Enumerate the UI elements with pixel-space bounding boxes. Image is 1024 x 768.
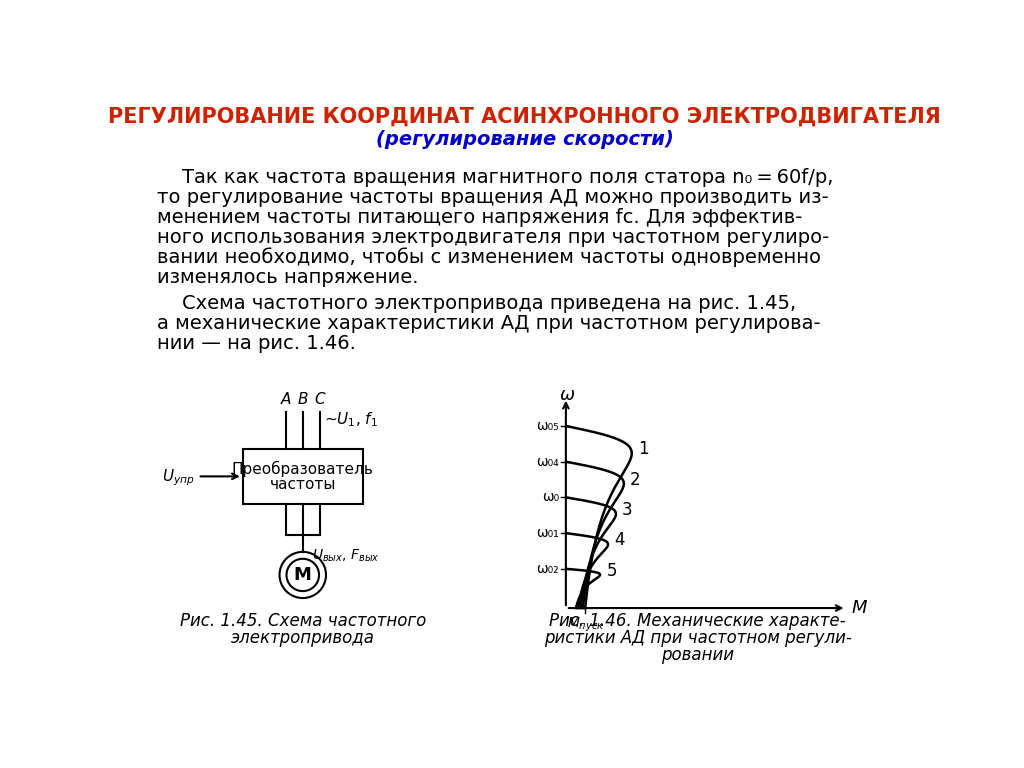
Text: частоты: частоты xyxy=(269,477,336,492)
Text: M: M xyxy=(851,599,866,617)
Text: а механические характеристики АД при частотном регулирова-: а механические характеристики АД при час… xyxy=(158,314,821,333)
Text: вании необходимо, чтобы с изменением частоты одновременно: вании необходимо, чтобы с изменением час… xyxy=(158,248,821,267)
Text: Преобразователь: Преобразователь xyxy=(231,461,374,477)
Text: ристики АД при частотном регули-: ристики АД при частотном регули- xyxy=(544,629,852,647)
Text: ω₀: ω₀ xyxy=(542,491,559,505)
Text: B: B xyxy=(298,392,308,407)
Bar xyxy=(243,449,362,504)
Text: ω₀₄: ω₀₄ xyxy=(537,455,559,468)
Text: $U_{упр}$: $U_{упр}$ xyxy=(162,467,195,488)
Text: 1: 1 xyxy=(638,441,648,458)
Text: ~$U_1$, $f_1$: ~$U_1$, $f_1$ xyxy=(325,410,379,429)
Text: Рис. 1.46. Механические характе-: Рис. 1.46. Механические характе- xyxy=(549,612,846,630)
Text: изменялось напряжение.: изменялось напряжение. xyxy=(158,268,419,286)
Text: $M_{пуск}$: $M_{пуск}$ xyxy=(566,616,604,634)
Text: 4: 4 xyxy=(614,531,625,549)
Text: Схема частотного электропривода приведена на рис. 1.45,: Схема частотного электропривода приведен… xyxy=(158,294,797,313)
Text: менением частоты питающего напряжения fс. Для эффектив-: менением частоты питающего напряжения fс… xyxy=(158,207,803,227)
Text: М: М xyxy=(294,566,311,584)
Text: ω₀₂: ω₀₂ xyxy=(537,561,559,576)
Text: A: A xyxy=(281,392,291,407)
Text: 2: 2 xyxy=(630,471,641,488)
Circle shape xyxy=(287,559,319,591)
Text: ровании: ровании xyxy=(662,646,734,664)
Text: электропривода: электропривода xyxy=(230,629,375,647)
Text: ного использования электродвигателя при частотном регулиро-: ного использования электродвигателя при … xyxy=(158,227,829,247)
Text: 3: 3 xyxy=(623,502,633,519)
Text: то регулирование частоты вращения АД можно производить из-: то регулирование частоты вращения АД мож… xyxy=(158,187,829,207)
Text: 5: 5 xyxy=(606,562,616,580)
Text: Рис. 1.45. Схема частотного: Рис. 1.45. Схема частотного xyxy=(179,612,426,630)
Text: нии — на рис. 1.46.: нии — на рис. 1.46. xyxy=(158,334,356,353)
Text: РЕГУЛИРОВАНИЕ КООРДИНАТ АСИНХРОННОГО ЭЛЕКТРОДВИГАТЕЛЯ: РЕГУЛИРОВАНИЕ КООРДИНАТ АСИНХРОННОГО ЭЛЕ… xyxy=(109,107,941,127)
Text: C: C xyxy=(314,392,326,407)
Text: ω₀₅: ω₀₅ xyxy=(537,419,559,433)
Text: Так как частота вращения магнитного поля статора n₀ = 60f/p,: Так как частота вращения магнитного поля… xyxy=(158,167,834,187)
Text: ω₀₁: ω₀₁ xyxy=(537,526,559,540)
Text: $U_{вых}$, $F_{вых}$: $U_{вых}$, $F_{вых}$ xyxy=(312,548,380,564)
Text: (регулирование скорости): (регулирование скорости) xyxy=(376,131,674,150)
Circle shape xyxy=(280,552,326,598)
Text: ω: ω xyxy=(560,386,575,404)
